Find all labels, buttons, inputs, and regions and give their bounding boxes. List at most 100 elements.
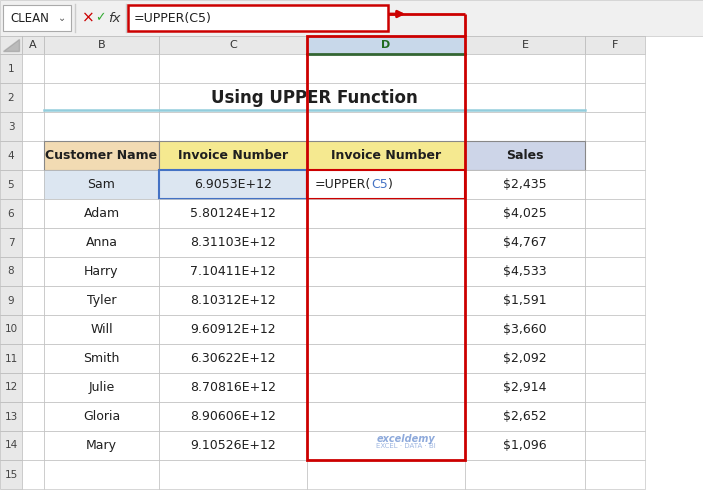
Bar xyxy=(44,54,159,83)
Bar xyxy=(22,112,44,141)
Text: 9: 9 xyxy=(8,296,14,306)
Text: Adam: Adam xyxy=(84,207,120,220)
Text: B: B xyxy=(98,40,105,50)
Bar xyxy=(307,257,465,286)
Text: fx: fx xyxy=(108,12,120,25)
Bar xyxy=(44,199,159,228)
Bar xyxy=(465,431,585,460)
Text: $4,767: $4,767 xyxy=(503,236,547,249)
Bar xyxy=(159,286,307,315)
Text: C: C xyxy=(229,40,237,50)
Bar xyxy=(0,170,22,199)
Text: 2: 2 xyxy=(8,93,14,103)
Text: ): ) xyxy=(388,178,393,191)
Bar xyxy=(0,228,22,257)
Text: Invoice Number: Invoice Number xyxy=(178,149,288,162)
Bar xyxy=(159,402,307,431)
Bar xyxy=(44,199,159,228)
Bar xyxy=(307,228,465,257)
Text: C5: C5 xyxy=(371,178,388,191)
Bar xyxy=(307,141,465,170)
Bar xyxy=(159,460,307,489)
Bar xyxy=(585,402,645,431)
Text: Anna: Anna xyxy=(86,236,117,249)
Bar xyxy=(307,170,465,199)
Bar xyxy=(159,431,307,460)
Text: CLEAN: CLEAN xyxy=(10,12,49,25)
Bar xyxy=(159,170,307,199)
Bar xyxy=(159,83,307,112)
Bar xyxy=(159,199,307,228)
Bar xyxy=(307,431,465,460)
Bar xyxy=(585,36,645,54)
Text: $1,591: $1,591 xyxy=(503,294,547,307)
Bar xyxy=(159,344,307,373)
Bar xyxy=(22,431,44,460)
Bar xyxy=(159,257,307,286)
Bar xyxy=(44,36,159,54)
Bar xyxy=(0,36,22,54)
Bar xyxy=(44,141,159,170)
Bar xyxy=(44,257,159,286)
Bar xyxy=(0,402,22,431)
Bar xyxy=(465,315,585,344)
Text: F: F xyxy=(612,40,618,50)
Bar xyxy=(159,141,307,170)
Bar xyxy=(307,228,465,257)
Text: 15: 15 xyxy=(4,469,18,479)
Bar xyxy=(585,257,645,286)
Bar xyxy=(44,286,159,315)
Bar xyxy=(307,199,465,228)
Bar xyxy=(159,228,307,257)
Bar xyxy=(465,286,585,315)
Text: D: D xyxy=(381,40,391,50)
Bar xyxy=(585,228,645,257)
Bar xyxy=(307,315,465,344)
Bar xyxy=(44,373,159,402)
Bar xyxy=(0,141,22,170)
Text: ⌄: ⌄ xyxy=(58,13,66,23)
Bar xyxy=(465,141,585,170)
Bar xyxy=(0,373,22,402)
Text: 6.30622E+12: 6.30622E+12 xyxy=(191,352,276,365)
Bar xyxy=(307,112,465,141)
Text: 11: 11 xyxy=(4,354,18,364)
Text: EXCEL · DATA · BI: EXCEL · DATA · BI xyxy=(376,443,436,449)
Bar xyxy=(465,344,585,373)
Bar xyxy=(0,54,22,83)
Bar xyxy=(465,170,585,199)
Bar xyxy=(585,315,645,344)
Bar xyxy=(585,54,645,83)
Bar xyxy=(307,199,465,228)
Bar xyxy=(22,83,44,112)
Text: 5: 5 xyxy=(8,179,14,189)
Bar xyxy=(44,460,159,489)
Text: =UPPER(: =UPPER( xyxy=(315,178,371,191)
Bar xyxy=(307,402,465,431)
Bar xyxy=(585,344,645,373)
Text: $2,652: $2,652 xyxy=(503,410,547,423)
Text: 4: 4 xyxy=(8,150,14,160)
Bar xyxy=(585,112,645,141)
Bar xyxy=(22,257,44,286)
Bar xyxy=(465,170,585,199)
Text: 8.70816E+12: 8.70816E+12 xyxy=(190,381,276,394)
Bar xyxy=(22,36,44,54)
Text: 9.60912E+12: 9.60912E+12 xyxy=(191,323,276,336)
Bar xyxy=(22,344,44,373)
Bar xyxy=(307,373,465,402)
Text: 7: 7 xyxy=(8,237,14,247)
Text: Customer Name: Customer Name xyxy=(46,149,157,162)
Text: Harry: Harry xyxy=(84,265,119,278)
Bar xyxy=(585,431,645,460)
Bar xyxy=(44,83,159,112)
Text: $4,025: $4,025 xyxy=(503,207,547,220)
Bar xyxy=(0,0,703,36)
Text: 14: 14 xyxy=(4,440,18,450)
Bar xyxy=(0,199,22,228)
Bar xyxy=(307,373,465,402)
Bar xyxy=(22,402,44,431)
Text: Julie: Julie xyxy=(89,381,115,394)
Bar xyxy=(465,199,585,228)
Text: exceldemy: exceldemy xyxy=(377,434,435,444)
